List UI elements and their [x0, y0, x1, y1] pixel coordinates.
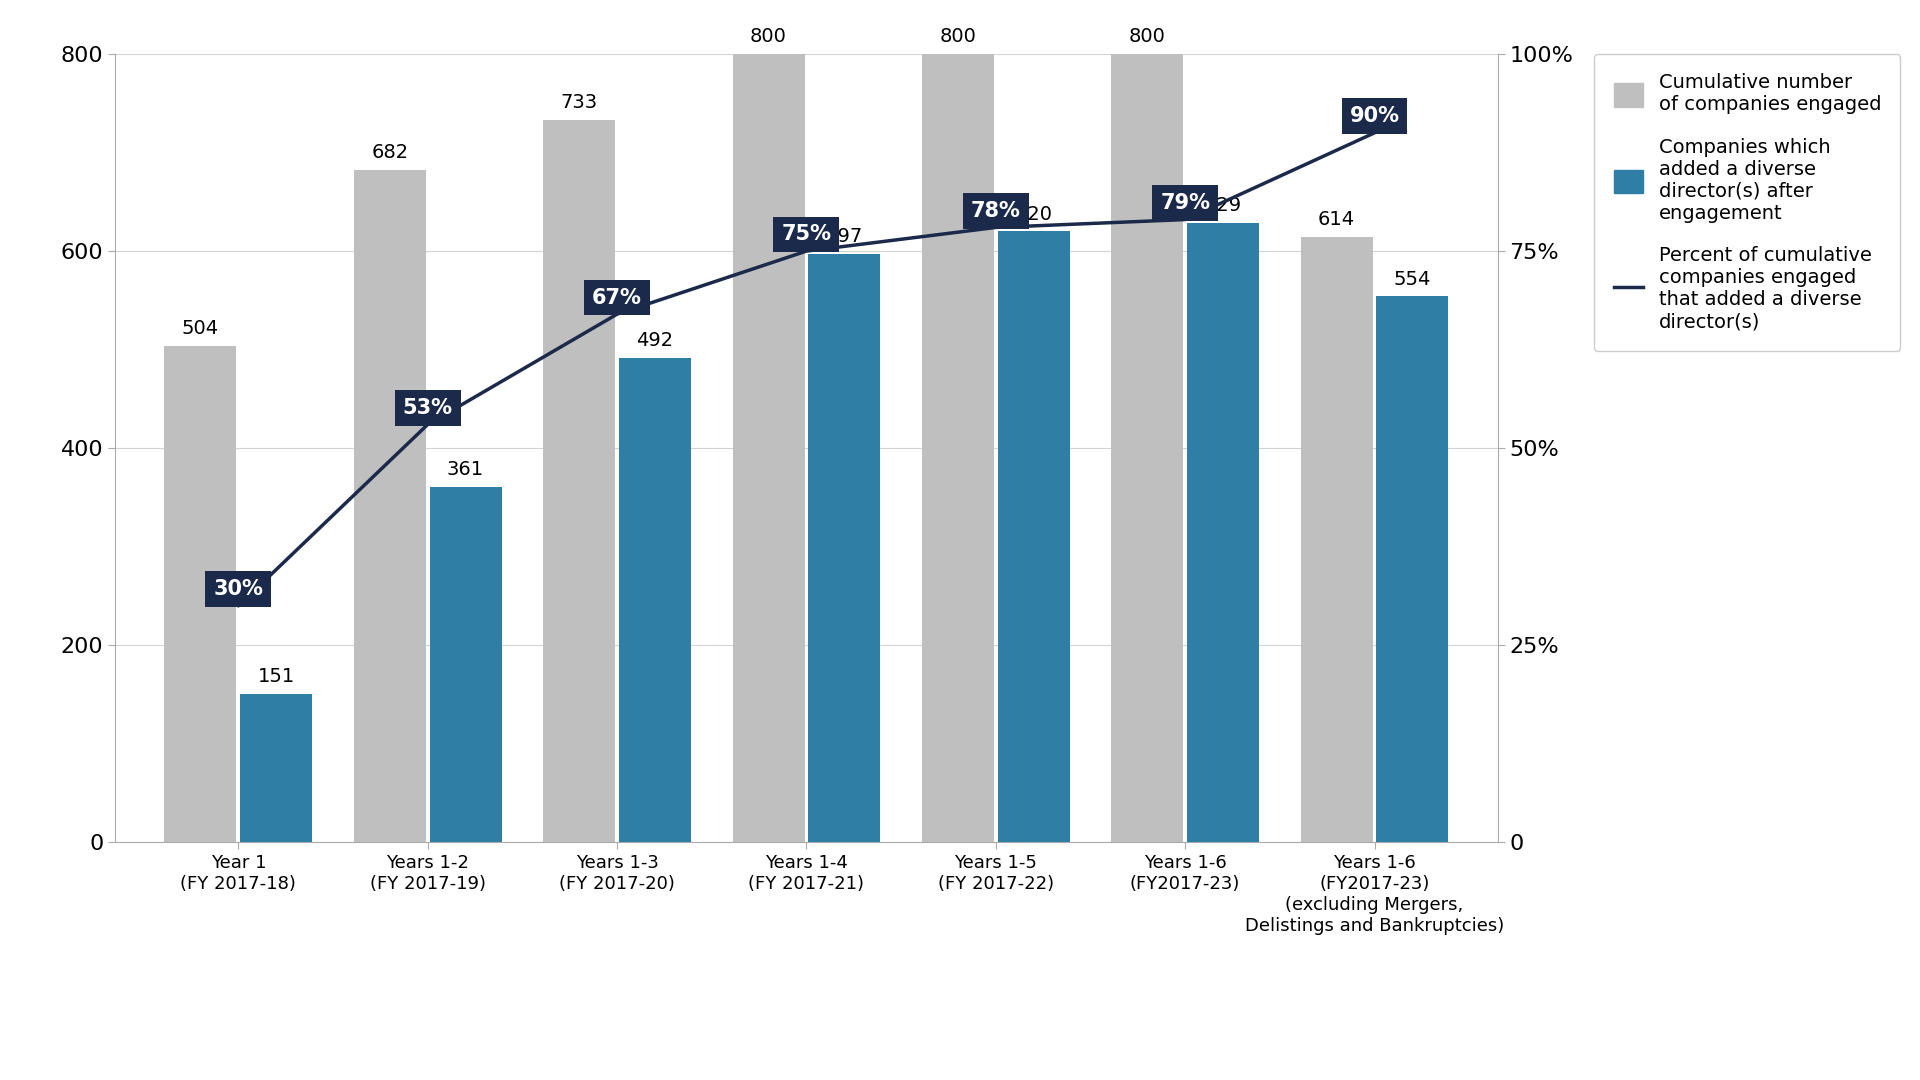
Bar [543, 120, 614, 842]
Bar [240, 693, 313, 842]
Text: 800: 800 [939, 27, 977, 46]
Bar [1377, 296, 1448, 842]
Bar [1300, 238, 1373, 842]
Text: 492: 492 [636, 330, 674, 350]
Text: 554: 554 [1394, 270, 1430, 288]
Text: 504: 504 [182, 319, 219, 338]
Text: 30%: 30% [213, 579, 263, 599]
Text: 800: 800 [1129, 27, 1165, 46]
Text: 53%: 53% [403, 397, 453, 418]
Text: 67%: 67% [591, 287, 641, 308]
Text: 151: 151 [257, 666, 296, 686]
Text: 629: 629 [1204, 195, 1242, 215]
Bar [430, 487, 501, 842]
Bar [922, 54, 995, 842]
Text: 75%: 75% [781, 225, 831, 244]
Legend: Cumulative number
of companies engaged, Companies which
added a diverse
director: Cumulative number of companies engaged, … [1594, 54, 1901, 351]
Text: 361: 361 [447, 460, 484, 478]
Text: 614: 614 [1317, 211, 1356, 229]
Text: 79%: 79% [1160, 193, 1210, 213]
Bar [733, 54, 804, 842]
Text: 597: 597 [826, 227, 862, 246]
Bar [998, 231, 1069, 842]
Text: 78%: 78% [972, 201, 1021, 220]
Text: 620: 620 [1016, 204, 1052, 224]
Text: 733: 733 [561, 93, 597, 112]
Bar [165, 346, 236, 842]
Bar [353, 171, 426, 842]
Bar [808, 254, 879, 842]
Text: 90%: 90% [1350, 106, 1400, 126]
Bar [1112, 54, 1183, 842]
Text: 800: 800 [751, 27, 787, 46]
Bar [618, 357, 691, 842]
Text: 682: 682 [371, 144, 409, 162]
Bar [1187, 222, 1260, 842]
